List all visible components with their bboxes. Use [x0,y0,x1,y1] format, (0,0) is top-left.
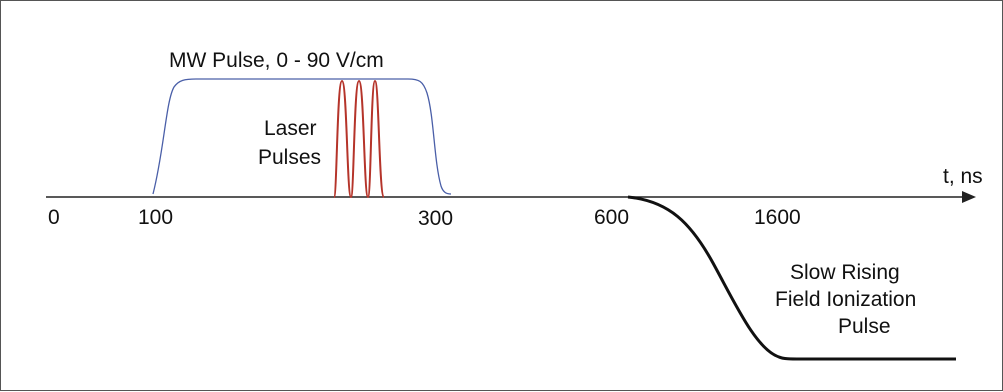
tick-label-100: 100 [138,206,173,229]
tick-label-600: 600 [594,206,629,229]
ionization-pulse-label-line1: Slow Rising [790,261,900,284]
ionization-pulse-label-line2: Field Ionization [775,288,916,311]
laser-pulses-label-line1: Laser [264,117,317,140]
mw-pulse-label: MW Pulse, 0 - 90 V/cm [169,49,384,72]
time-axis [46,191,976,203]
tick-label-0: 0 [48,206,60,229]
ionization-pulse-curve [627,195,956,361]
ionization-pulse-label-line3: Pulse [838,315,891,338]
tick-label-300: 300 [418,207,453,230]
laser-pulses-label-line2: Pulses [258,146,321,169]
tick-label-1600: 1600 [754,206,801,229]
time-axis-arrowhead [962,191,976,203]
laser-pulses-curve [333,79,385,199]
mw-pulse-curve [152,78,452,195]
time-axis-label: t, ns [943,165,983,188]
